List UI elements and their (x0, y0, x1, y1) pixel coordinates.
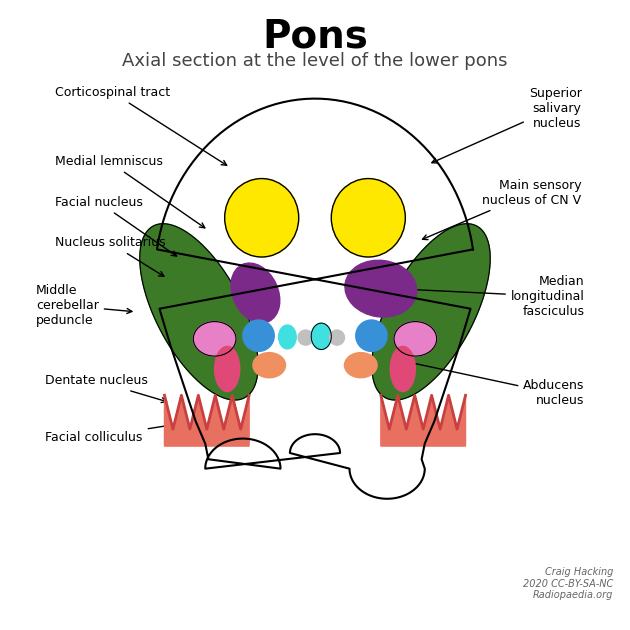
Ellipse shape (278, 325, 296, 349)
Ellipse shape (231, 263, 280, 323)
Ellipse shape (311, 323, 331, 350)
Text: Main sensory
nucleus of CN V: Main sensory nucleus of CN V (423, 179, 581, 239)
Ellipse shape (243, 320, 274, 352)
Text: Medial lemniscus: Medial lemniscus (55, 155, 205, 228)
Text: Abducens
nucleus: Abducens nucleus (398, 358, 585, 408)
Text: Nucleus solitarius: Nucleus solitarius (55, 236, 165, 277)
Ellipse shape (390, 346, 415, 391)
Ellipse shape (345, 353, 377, 378)
Polygon shape (157, 99, 473, 499)
Polygon shape (381, 395, 466, 446)
Ellipse shape (394, 321, 437, 356)
Text: Median
longitudinal
fasciculus: Median longitudinal fasciculus (360, 275, 585, 318)
Ellipse shape (345, 260, 417, 317)
Text: Dentate nucleus: Dentate nucleus (45, 374, 166, 403)
Text: Corticospinal tract: Corticospinal tract (55, 86, 227, 165)
Ellipse shape (356, 320, 387, 352)
Text: Middle
cerebellar
peduncle: Middle cerebellar peduncle (36, 284, 132, 327)
Ellipse shape (225, 178, 299, 257)
Polygon shape (372, 224, 490, 400)
Ellipse shape (331, 178, 405, 257)
Ellipse shape (193, 321, 236, 356)
Text: Pons: Pons (262, 17, 368, 55)
Ellipse shape (215, 346, 240, 391)
Polygon shape (164, 395, 249, 446)
Ellipse shape (329, 330, 345, 345)
Text: Facial nucleus: Facial nucleus (55, 195, 176, 256)
Text: Superior
salivary
nucleus: Superior salivary nucleus (432, 86, 581, 163)
Ellipse shape (253, 353, 285, 378)
Text: Facial colliculus: Facial colliculus (45, 421, 188, 444)
Ellipse shape (298, 330, 313, 345)
Polygon shape (140, 224, 258, 400)
Text: Axial section at the level of the lower pons: Axial section at the level of the lower … (122, 52, 508, 69)
Text: Craig Hacking
2020 CC-BY-SA-NC
Radiopaedia.org: Craig Hacking 2020 CC-BY-SA-NC Radiopaed… (523, 567, 613, 600)
